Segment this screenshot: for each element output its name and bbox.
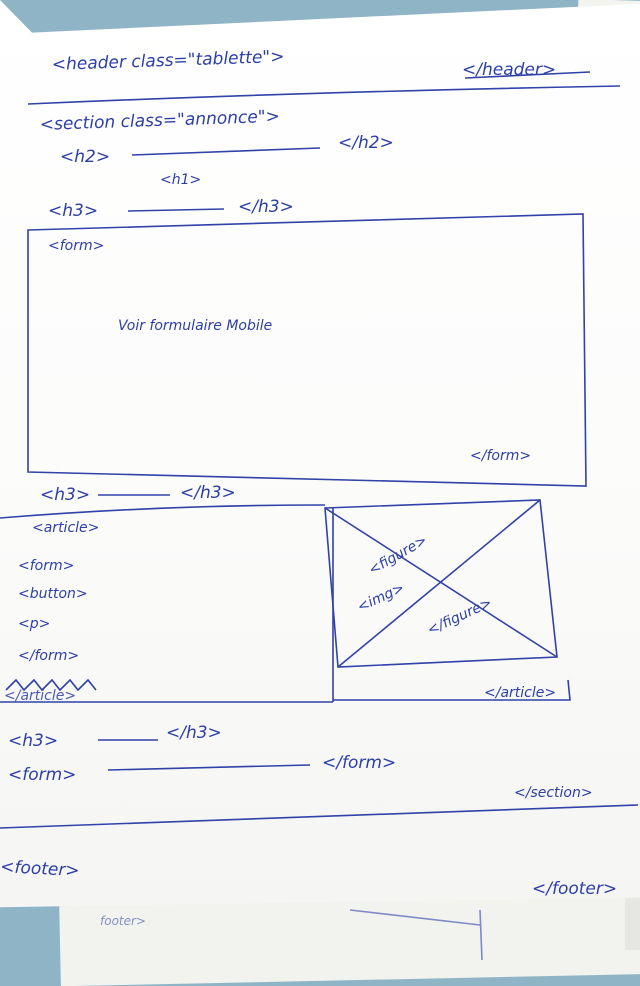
section-open-tag: <section class="annonce"> [39, 107, 280, 135]
figure-close-tag: </figure> [425, 595, 495, 639]
footer-open-tag: <footer> [0, 857, 80, 881]
form2-placeholder-line [107, 764, 311, 771]
header-underline [464, 71, 591, 79]
under-sheet-text: footer> [100, 914, 146, 928]
h1-tag: <h1> [160, 172, 201, 188]
h3-c-close-tag: </h3> [166, 723, 222, 743]
h2-close-tag: </h2> [338, 133, 394, 153]
form-close-tag: </form> [470, 448, 531, 464]
h3-close-tag: </h3> [238, 197, 294, 217]
form-open-tag: <form> [48, 238, 104, 254]
article-open-tag: <article> [32, 520, 99, 536]
h3-placeholder-line [127, 208, 225, 212]
section-close-tag: </section> [514, 785, 593, 801]
scribble-tag: </article> [4, 688, 76, 704]
wireframe-sketch: <header class="tablette"> </header> <sec… [0, 47, 639, 960]
figure-box [324, 499, 558, 668]
form-note: Voir formulaire Mobile [118, 318, 272, 334]
under-sheet-line [479, 909, 483, 960]
form2-open-tag: <form> [8, 765, 76, 785]
footer-close-tag: </footer> [532, 879, 617, 899]
article-item: </form> [18, 648, 79, 664]
h3-c-open-tag: <h3> [8, 731, 58, 751]
article-close-tag: </article> [484, 685, 556, 701]
article-box-edge [333, 679, 571, 701]
form2-close-tag: </form> [322, 753, 396, 773]
article-item: <button> [18, 586, 88, 602]
under-sheet-line [349, 909, 481, 926]
h2-placeholder-line [131, 147, 321, 156]
h3-open-tag: <h3> [48, 201, 98, 221]
article-item: <form> [18, 558, 74, 574]
img-tag: <img> [355, 580, 407, 616]
form-box [27, 213, 587, 487]
figure-cross-line [337, 499, 541, 668]
header-open-tag: <header class="tablette"> [51, 47, 284, 75]
section-bottom-line [0, 804, 639, 829]
header-divider [27, 85, 621, 105]
h3-b-close-tag: </h3> [180, 483, 236, 503]
h2-open-tag: <h2> [60, 147, 110, 167]
paper-sheet [0, 0, 640, 908]
article-top-line [0, 504, 326, 519]
h3-b-open-tag: <h3> [40, 485, 90, 505]
article-item: <p> [18, 616, 50, 632]
scribble-out [5, 678, 97, 692]
figure-open-tag: <figure> [366, 532, 430, 578]
